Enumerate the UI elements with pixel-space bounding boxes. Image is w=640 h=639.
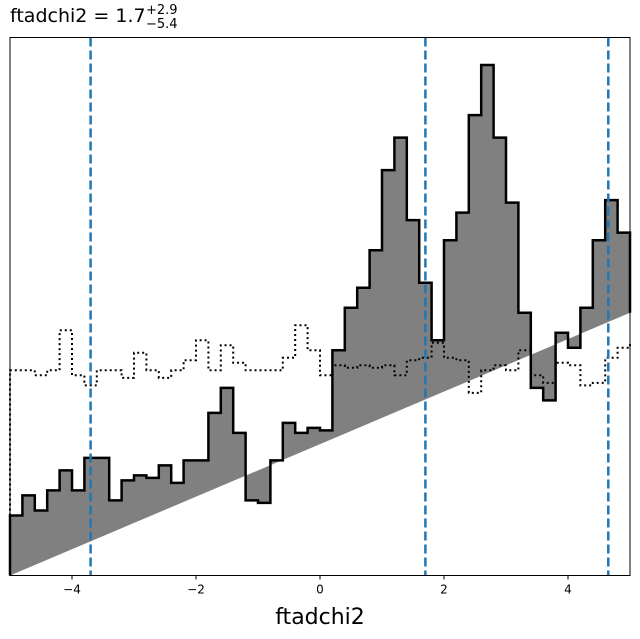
percentile-lines xyxy=(89,37,610,576)
chart-title-subscript: −5.4 xyxy=(146,17,178,32)
x-tick-label-2: 0 xyxy=(316,583,324,597)
x-tick-label-3: 2 xyxy=(440,583,448,597)
x-axis-label: ftadchi2 xyxy=(275,605,365,630)
chart-title-base: ftadchi2 = 1.7 xyxy=(10,5,146,27)
x-tick-label-1: −2 xyxy=(187,583,205,597)
chart-title-superscript: +2.9 xyxy=(146,3,178,18)
plot-area xyxy=(8,37,632,576)
x-axis-ticks: −4 −2 0 2 4 xyxy=(63,575,572,597)
x-tick-label-0: −4 xyxy=(63,583,81,597)
chart-title: ftadchi2 = 1.7 xyxy=(10,5,146,27)
x-tick-label-4: 4 xyxy=(564,583,572,597)
